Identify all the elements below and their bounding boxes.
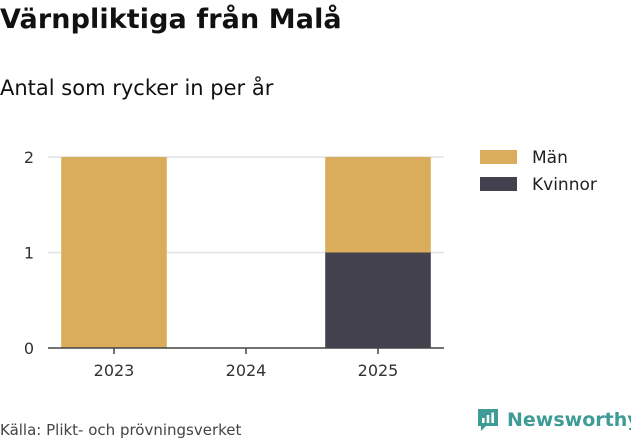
y-tick-label-1: 1 xyxy=(24,244,34,263)
chart-subtitle: Antal som rycker in per år xyxy=(0,76,274,100)
newsworthy-icon xyxy=(478,409,498,431)
bar-män-2025 xyxy=(325,157,431,253)
legend-layer: Män Kvinnor xyxy=(480,148,597,195)
chart-title: Värnpliktiga från Malå xyxy=(0,4,342,35)
axis-layer: 0 1 2 2023 2024 2025 xyxy=(24,148,444,380)
legend-swatch-kvinnor xyxy=(480,177,517,191)
y-tick-label-2: 2 xyxy=(24,148,34,167)
legend-label-kvinnor: Kvinnor xyxy=(532,175,597,195)
legend-swatch-män xyxy=(480,150,517,164)
bar-män-2023 xyxy=(61,157,167,348)
brand-name: Newsworthy xyxy=(507,409,631,431)
legend-label-män: Män xyxy=(532,148,568,168)
x-tick-label-2024: 2024 xyxy=(226,361,267,380)
newsworthy-logo[interactable]: Newsworthy xyxy=(476,407,631,433)
y-tick-label-0: 0 xyxy=(24,339,34,358)
stacked-bar-chart: 0 1 2 2023 2024 2025 Män Kvinnor xyxy=(24,148,597,380)
x-tick-label-2025: 2025 xyxy=(358,361,399,380)
bar-kvinnor-2025 xyxy=(325,252,431,348)
x-tick-label-2023: 2023 xyxy=(94,361,135,380)
source-note: Källa: Plikt- och prövningsverket xyxy=(0,421,242,439)
bar-layer xyxy=(61,157,431,348)
